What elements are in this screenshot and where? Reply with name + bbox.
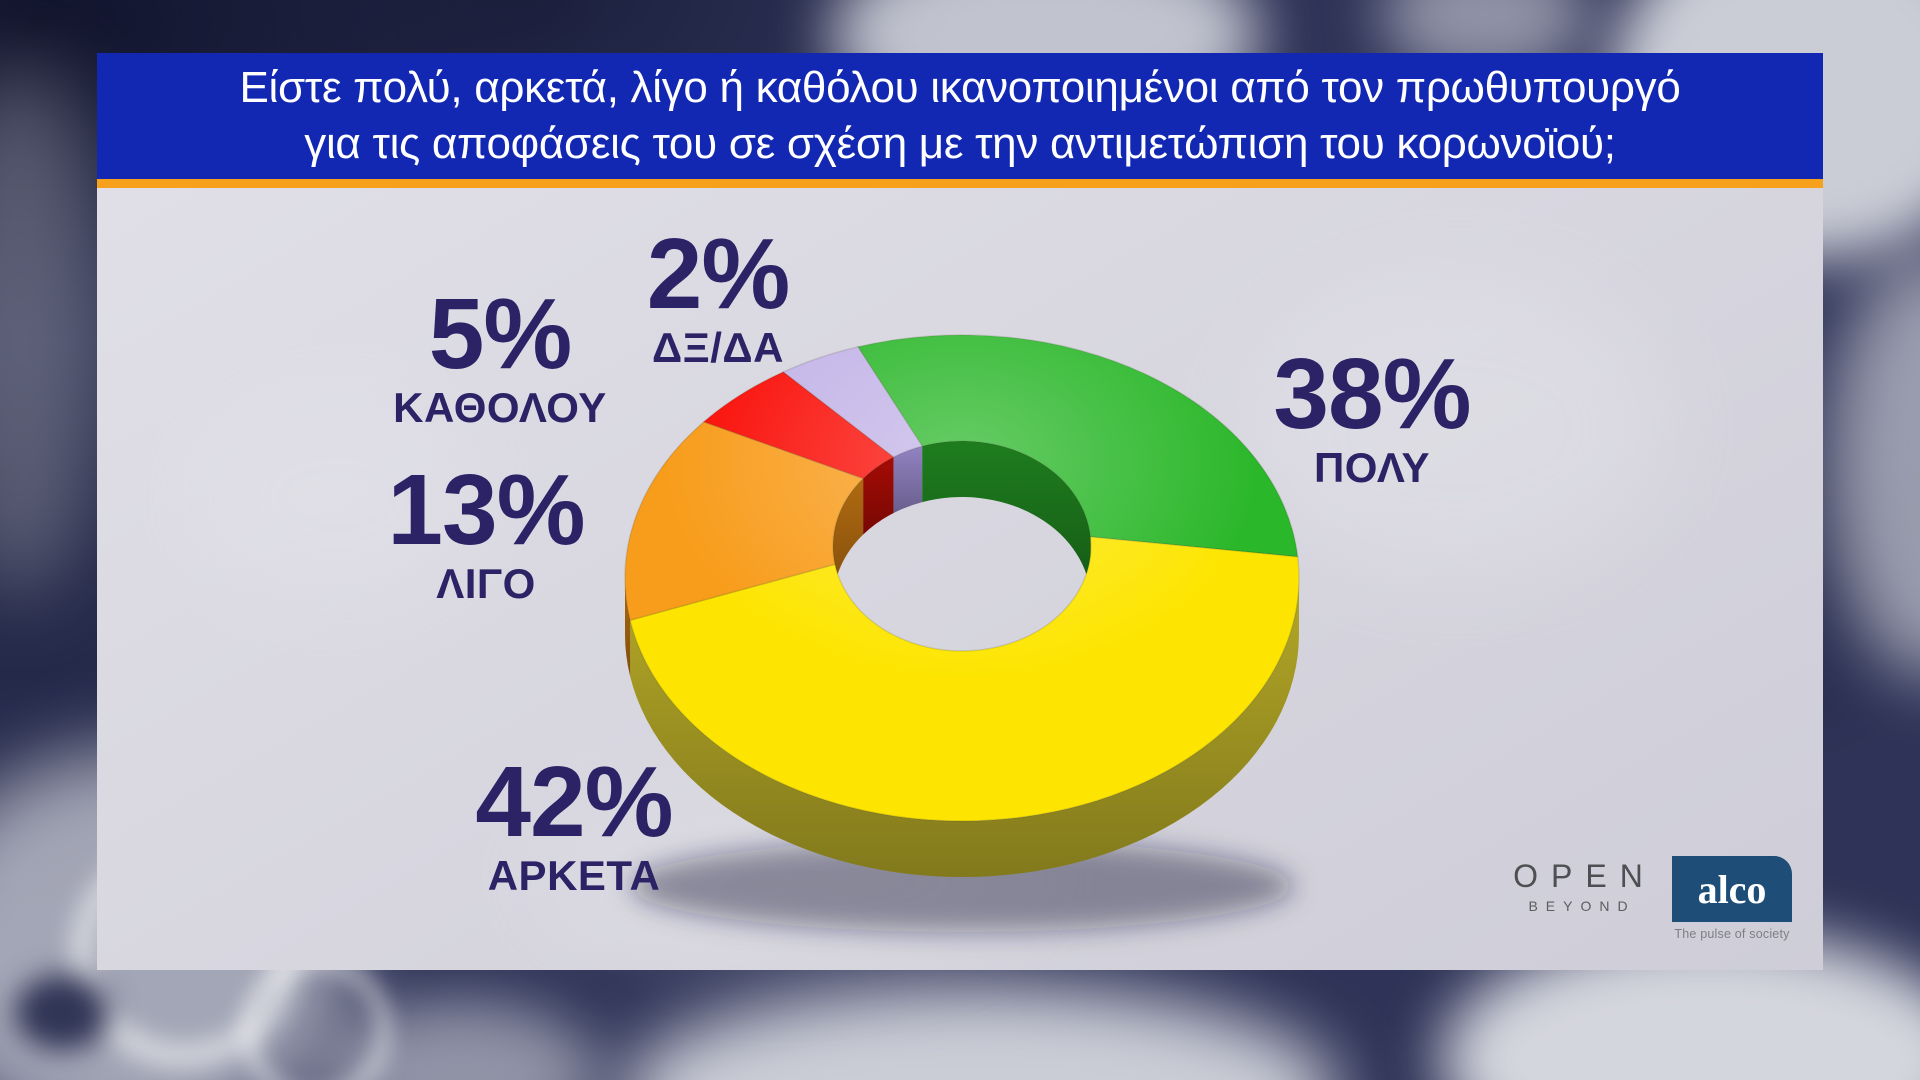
slice-ligo-outer-wall-shade	[625, 578, 631, 677]
slice-katholou-inner-wall-shade	[863, 456, 894, 535]
question-line-1: Είστε πολύ, αρκετά, λίγο ή καθόλου ικανο…	[239, 62, 1681, 112]
header-accent-rule	[97, 179, 1823, 188]
slice-name-ligo: ΛΙΓΟ	[436, 560, 536, 607]
slice-value-dxda: 2%	[646, 218, 791, 330]
donut-ground-shadow	[630, 840, 1294, 932]
open-logo-text: OPEN	[1513, 858, 1656, 894]
alco-tagline: The pulse of society	[1674, 927, 1790, 941]
panel-swirl	[187, 388, 487, 608]
open-beyond-logo: OPEN BEYOND	[1478, 858, 1678, 914]
slice-label-arketa: 42% ΑΡΚΕΤΑ	[475, 746, 673, 900]
slice-value-katholou: 5%	[428, 278, 573, 390]
alco-logo: alco The pulse of society	[1672, 856, 1792, 941]
slice-label-poly: 38% ΠΟΛΥ	[1273, 338, 1471, 492]
slice-label-ligo: 13% ΛΙΓΟ	[387, 454, 585, 608]
open-logo-subtext: BEYOND	[1528, 898, 1636, 914]
bg-dark-dot	[15, 975, 110, 1050]
slice-name-katholou: ΚΑΘΟΛΟΥ	[393, 384, 607, 431]
slice-name-dxda: ΔΞ/ΔΑ	[652, 324, 784, 371]
panel-swirl	[1247, 278, 1667, 578]
alco-logo-box: alco	[1672, 856, 1792, 922]
slice-ligo-inner-wall-shade	[833, 478, 864, 602]
slice-name-poly: ΠΟΛΥ	[1313, 444, 1431, 491]
question-header: Είστε πολύ, αρκετά, λίγο ή καθόλου ικανο…	[97, 53, 1823, 179]
slice-value-poly: 38%	[1273, 338, 1471, 450]
slice-arketa-outer-wall-shade	[630, 578, 1299, 877]
slice-dxda-inner-wall-shade	[893, 446, 923, 513]
slice-label-katholou: 5% ΚΑΘΟΛΟΥ	[393, 278, 607, 432]
slice-poly-inner-wall-shade	[922, 440, 1091, 593]
donut-gloss-overlay	[625, 335, 1299, 821]
slice-value-ligo: 13%	[387, 454, 585, 566]
alco-logo-text: alco	[1697, 866, 1767, 912]
slice-label-dxda: 2% ΔΞ/ΔΑ	[646, 218, 791, 372]
question-line-2: για τις αποφάσεις του σε σχέση με την αν…	[304, 119, 1616, 168]
slice-value-arketa: 42%	[475, 746, 673, 858]
slice-name-arketa: ΑΡΚΕΤΑ	[487, 852, 661, 899]
